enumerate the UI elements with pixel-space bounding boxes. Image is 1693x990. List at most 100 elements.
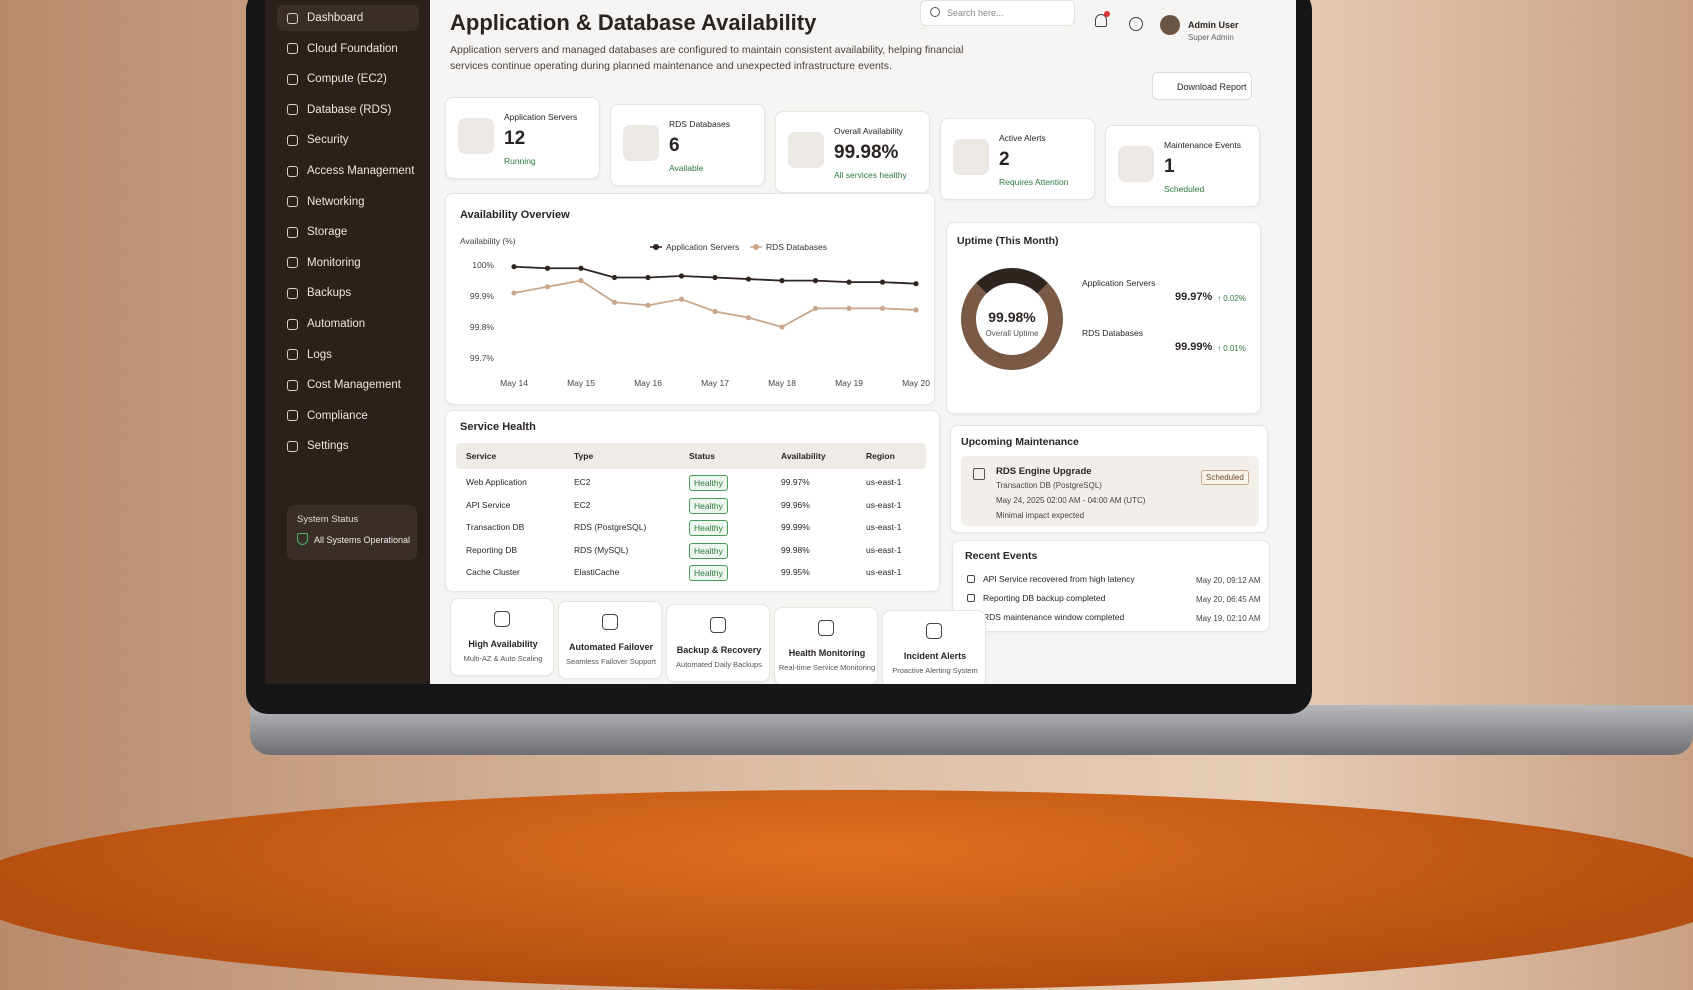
table-cell: Cache Cluster [466,567,520,577]
data-point [812,278,819,284]
chart-panel: Availability Overview Availability (%) 100… [445,193,935,405]
table-header-bg [456,443,926,469]
stat-icon [788,132,824,168]
event-text: Reporting DB backup completed [983,593,1106,603]
data-point [611,274,618,281]
table-cell: EC2 [574,477,591,487]
legend-label: Application Servers [666,242,739,252]
data-point [578,278,584,284]
nav-item[interactable]: Cloud Foundation [277,36,419,62]
nav-item[interactable]: Backups [277,280,419,306]
nav-item[interactable]: Networking [277,189,419,215]
feature-subtitle: Seamless Failover Support [565,657,657,666]
nav-label: Database (RDS) [307,103,392,116]
x-tick-label: May 14 [500,378,528,388]
feature-tile: Automated Failover Seamless Failover Supp… [558,601,662,679]
data-point [645,274,651,281]
maintenance-time: May 24, 2025 02:00 AM - 04:00 AM (UTC) [996,496,1146,505]
table-cell: 99.98% [781,544,810,555]
nav-item[interactable]: Storage [277,219,419,245]
nav-icon [287,226,298,238]
uptime-change: ↑ 0.01% [1217,344,1246,353]
uptime-overall: 99.98% [988,309,1036,325]
feature-tile: High Availability Multi-AZ & Auto Scaling [450,598,554,676]
nav-item[interactable]: Compute (EC2) [277,66,419,92]
nav-item[interactable]: Security [277,127,419,153]
y-tick-label: 99.9% [470,291,495,301]
data-point [578,265,584,271]
column-header: Service [466,451,497,461]
uptime-value: 99.99% [1175,341,1213,353]
stat-value: 2 [999,149,1010,170]
table-cell: 99.95% [781,567,810,577]
nav-item[interactable]: Automation [277,311,419,337]
nav-label: Access Management [307,165,415,177]
stat-value: 6 [669,135,680,156]
user-name: Admin User [1188,20,1239,30]
stat-icon [1118,146,1154,182]
nav-icon [287,349,298,361]
event-icon [967,575,975,583]
maintenance-panel: Upcoming Maintenance RDS Engine Upgrade Tr… [950,425,1268,533]
y-tick-label: 100% [472,260,494,270]
avatar[interactable] [1160,15,1180,35]
nav-label: Networking [307,195,365,208]
stat-status: All services healthy [834,170,907,180]
stat-status: Scheduled [1164,184,1205,194]
notification-bell[interactable] [1095,14,1107,27]
nav-item[interactable]: Dashboard [277,5,419,31]
section-title: Recent Events [965,550,1038,562]
nav-label: Cloud Foundation [307,42,398,55]
data-point [611,299,618,305]
feature-subtitle: Automated Daily Backups [676,660,762,669]
data-point [879,305,886,312]
y-tick-label: 99.8% [470,322,495,332]
data-point [645,302,651,308]
data-point [779,278,785,284]
table-cell: us-east-1 [866,477,902,487]
data-point [846,305,852,312]
section-title: Upcoming Maintenance [961,436,1079,448]
nav-icon [287,73,298,85]
data-point [544,265,551,271]
events-panel: Recent Events API Service recovered from … [952,540,1270,632]
nav-item[interactable]: Cost Management [277,372,419,398]
event-time: May 20, 06:45 AM [1196,595,1261,604]
column-header: Region [866,451,895,461]
feature-icon [926,623,942,639]
feature-icon [494,611,510,627]
cushion [0,790,1693,990]
feature-tile: Backup & Recovery Automated Daily Backups [666,604,770,682]
nav-icon [287,410,298,422]
nav-item[interactable]: Logs [277,342,419,368]
nav-icon [287,379,298,391]
download-button[interactable]: Download Report [1152,72,1252,100]
table-cell: Web Application [466,477,527,487]
stat-card: Maintenance Events 1 Scheduled [1105,125,1260,207]
data-point [913,281,919,287]
stat-card: Overall Availability 99.98% All services h… [775,111,930,193]
line-chart: Availability Overview Availability (%) 100… [460,209,930,388]
feature-subtitle: Multi-AZ & Auto Scaling [463,654,543,663]
nav-label: Backups [307,287,352,300]
stat-status: Running [504,156,536,166]
feature-title: Incident Alerts [903,651,967,661]
feature-tile: Health Monitoring Real-time Service Monit… [774,607,878,684]
table-cell: RDS (MySQL) [574,544,629,555]
data-point [745,276,752,282]
nav-label: Compute (EC2) [307,73,387,86]
system-status: System Status All Systems Operational [287,505,417,560]
nav-label: Compliance [307,409,368,422]
x-tick-label: May 16 [634,378,662,388]
nav-item[interactable]: Access Management [277,158,419,184]
nav-item[interactable]: Settings [277,433,419,459]
search-box[interactable]: Search here... [920,0,1075,26]
event-text: API Service recovered from high latency [983,574,1135,584]
nav-item[interactable]: Monitoring [277,250,419,276]
nav-item[interactable]: Database (RDS) [277,97,419,123]
help-icon[interactable] [1129,17,1143,31]
nav-item[interactable]: Compliance [277,403,419,429]
table-cell: API Service [466,499,511,510]
feature-title: Health Monitoring [788,648,866,658]
